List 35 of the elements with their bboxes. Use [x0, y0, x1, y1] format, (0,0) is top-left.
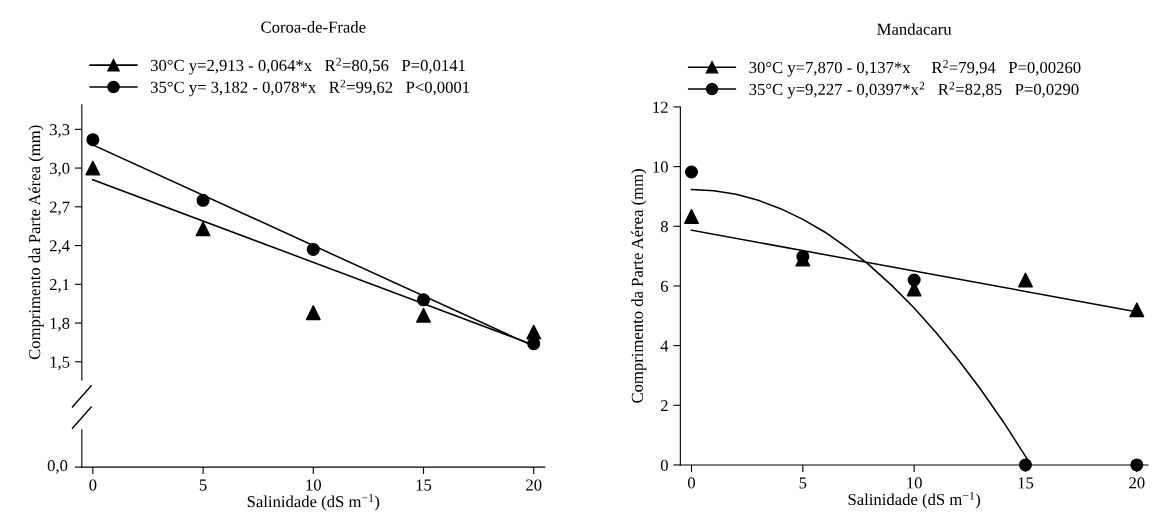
chart-title: Mandacaru: [877, 23, 952, 35]
x-axis-title: Salinidade (dS m$^{−1}$): [247, 494, 380, 511]
y-tick-label: 6: [660, 280, 669, 292]
legend-label: 35°C y= 3,182 - 0,078*x R$^{2}$=99,62 P<0,0001: [150, 79, 470, 97]
x-tick-label: 15: [416, 479, 432, 491]
y-axis-title: Comprimento da Parte Aérea (mm): [631, 169, 647, 403]
y-tick-label: 1,8: [50, 317, 70, 332]
text: 0,0: [47, 460, 68, 474]
y-tick-label: 2,1: [49, 279, 70, 293]
y-tick-label: 12: [653, 101, 668, 113]
y-tick-label: 2,7: [49, 201, 70, 216]
y-tick-label: 0: [660, 459, 668, 471]
y-axis-title: Comprimento da Parte Aérea (mm): [28, 125, 44, 360]
x-tick-label: 10: [306, 479, 321, 491]
x-tick-label: 5: [199, 479, 207, 491]
y-tick-label: 4: [660, 340, 669, 352]
legend-label: 35°C y=9,227 - 0,0397*x$^{2}$ R$^{2}$=82,85 P=0,0290: [749, 81, 1079, 99]
y-tick-label: 1,5: [50, 356, 70, 371]
x-tick-label: 10: [907, 477, 922, 489]
chart-title: Coroa-de-Frade: [261, 21, 366, 33]
y-tick-label: 8: [660, 220, 668, 233]
y-tick-label: 10: [653, 161, 668, 173]
y-tick-label: 3,0: [49, 162, 70, 177]
x-axis-title: Salinidade (dS m$^{−1}$): [848, 491, 981, 509]
legend-label: 30°C y=7,870 - 0,137*x R$^{2}$=79,94 P=0,00260: [749, 59, 1081, 77]
x-tick-label: 0: [687, 477, 696, 489]
x-tick-label: 20: [526, 479, 542, 491]
y-tick-label: 2: [660, 400, 668, 412]
y-tick-label: 2,4: [49, 240, 70, 254]
x-tick-label: 15: [1018, 477, 1034, 489]
y-tick-label: 3,3: [49, 124, 70, 138]
legend-label: 30°C y=2,913 - 0,064*x R$^{2}$=80,56 P=0,0141: [150, 57, 465, 75]
x-tick-label: 20: [1129, 477, 1145, 489]
x-tick-label: 5: [799, 477, 807, 489]
x-tick-label: 0: [89, 479, 97, 491]
